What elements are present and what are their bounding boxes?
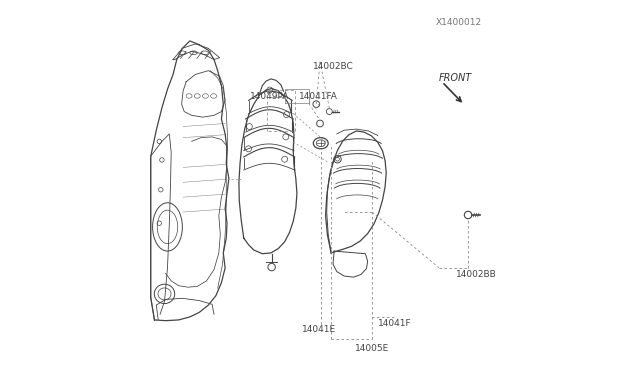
Text: 14049PA: 14049PA: [250, 92, 289, 101]
Text: 14041FA: 14041FA: [299, 92, 337, 101]
Text: 14041E: 14041E: [302, 325, 336, 334]
Text: FRONT: FRONT: [439, 73, 472, 83]
Text: 14002BC: 14002BC: [313, 62, 353, 71]
Text: 14002BB: 14002BB: [456, 270, 497, 279]
Text: X1400012: X1400012: [436, 18, 482, 27]
Text: 14041F: 14041F: [378, 319, 412, 328]
Text: 14005E: 14005E: [355, 344, 389, 353]
